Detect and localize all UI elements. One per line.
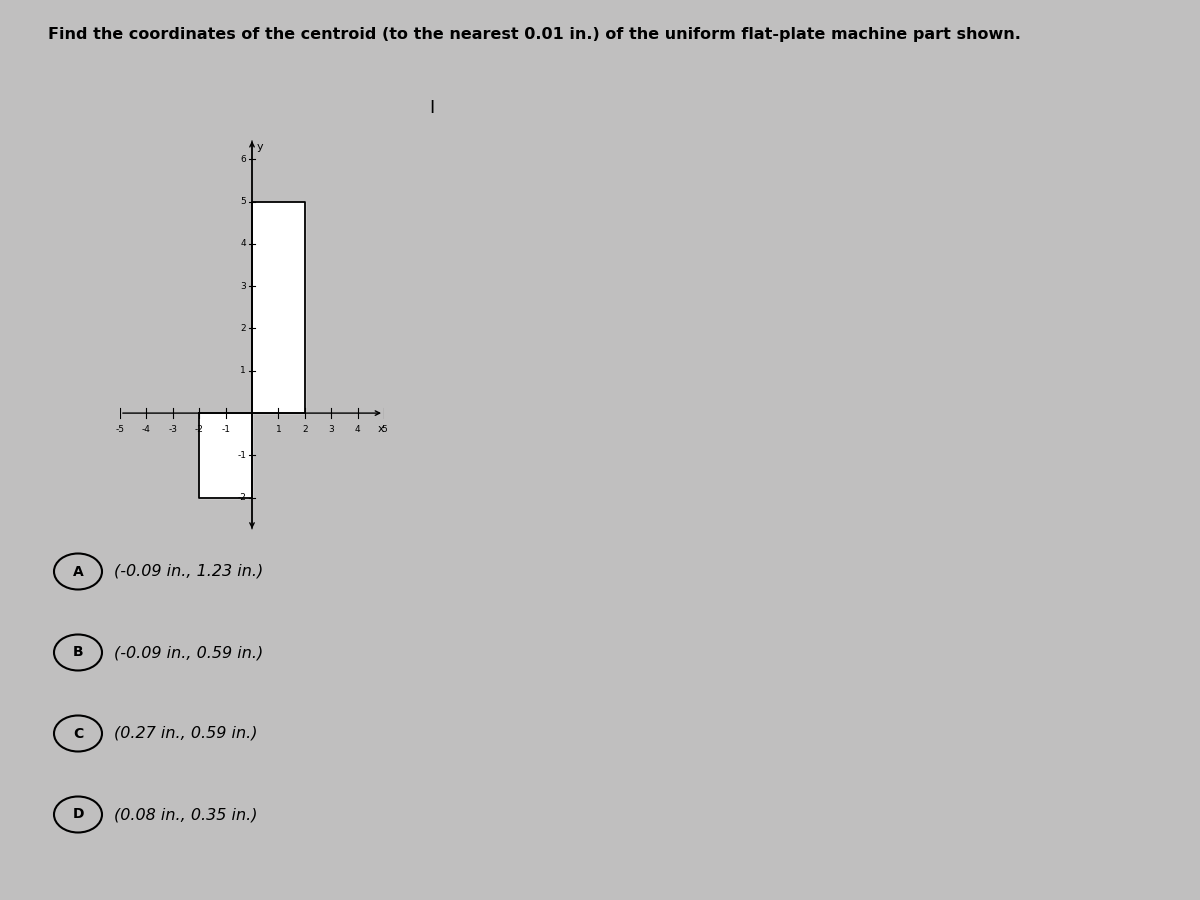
Text: (0.27 in., 0.59 in.): (0.27 in., 0.59 in.) bbox=[114, 726, 258, 741]
Text: y: y bbox=[257, 142, 263, 152]
Text: -1: -1 bbox=[221, 425, 230, 434]
Text: 5: 5 bbox=[240, 197, 246, 206]
Text: I: I bbox=[430, 99, 434, 117]
Text: -4: -4 bbox=[142, 425, 151, 434]
Text: 1: 1 bbox=[240, 366, 246, 375]
Text: A: A bbox=[73, 564, 83, 579]
Text: B: B bbox=[73, 645, 83, 660]
Text: D: D bbox=[72, 807, 84, 822]
Text: -5: -5 bbox=[115, 425, 125, 434]
Text: -2: -2 bbox=[238, 493, 246, 502]
Text: C: C bbox=[73, 726, 83, 741]
Text: (-0.09 in., 1.23 in.): (-0.09 in., 1.23 in.) bbox=[114, 564, 263, 579]
Text: 4: 4 bbox=[355, 425, 360, 434]
Polygon shape bbox=[199, 202, 305, 498]
Text: 4: 4 bbox=[240, 239, 246, 248]
Text: (0.08 in., 0.35 in.): (0.08 in., 0.35 in.) bbox=[114, 807, 258, 822]
Text: (-0.09 in., 0.59 in.): (-0.09 in., 0.59 in.) bbox=[114, 645, 263, 660]
Text: -2: -2 bbox=[194, 425, 204, 434]
Text: 5: 5 bbox=[382, 425, 386, 434]
Text: x: x bbox=[378, 424, 385, 434]
Text: 2: 2 bbox=[240, 324, 246, 333]
Text: Find the coordinates of the centroid (to the nearest 0.01 in.) of the uniform fl: Find the coordinates of the centroid (to… bbox=[48, 27, 1021, 42]
Text: 2: 2 bbox=[302, 425, 307, 434]
Text: -1: -1 bbox=[238, 451, 246, 460]
Text: 6: 6 bbox=[240, 155, 246, 164]
Text: -3: -3 bbox=[168, 425, 178, 434]
Text: 3: 3 bbox=[240, 282, 246, 291]
Text: 3: 3 bbox=[329, 425, 334, 434]
Text: 1: 1 bbox=[276, 425, 281, 434]
